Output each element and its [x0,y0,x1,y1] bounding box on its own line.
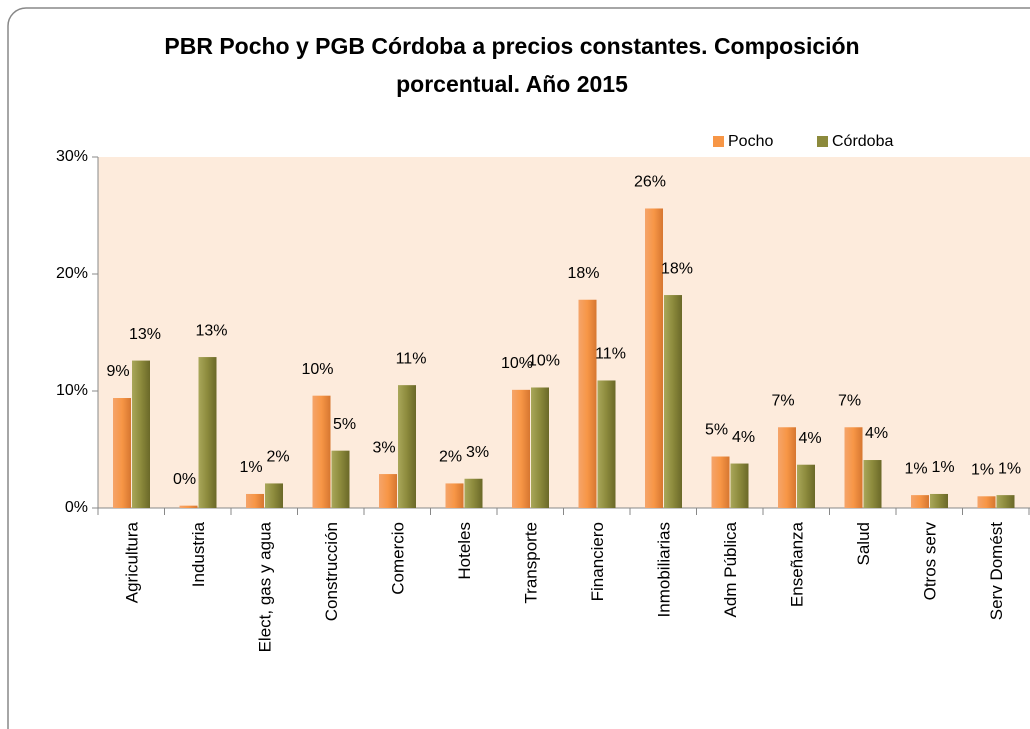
x-tick-label: Enseñanza [788,521,807,607]
x-tick-label: Agricultura [123,521,142,603]
bar [730,463,749,508]
bar [597,380,616,508]
bar [331,450,350,508]
x-tick-label: Hoteles [455,522,474,580]
x-tick-label: Construcción [322,522,341,621]
bar [464,478,483,508]
x-tick-label: Serv Domést [987,522,1006,621]
value-label: 10% [528,353,560,370]
value-label: 26% [634,174,666,191]
value-label: 4% [732,429,755,446]
value-label: 11% [396,350,427,367]
bar [198,357,217,508]
x-tick-label: Adm Pública [721,521,740,617]
value-label: 18% [661,260,693,277]
value-label: 0% [173,471,196,488]
value-label: 1% [998,460,1021,477]
value-label: 9% [106,363,129,380]
legend-swatch [713,136,724,147]
x-tick-label: Inmobiliarias [655,522,674,617]
x-tick-label: Industria [189,521,208,587]
legend-label: Pocho [728,133,773,150]
x-tick-label: Salud [854,522,873,565]
chart-title: PBR Pocho y PGB Córdoba a precios consta… [164,33,859,59]
y-tick-label: 20% [56,265,88,282]
value-label: 13% [129,326,161,343]
bar [911,495,929,508]
value-label: 11% [595,346,626,363]
y-tick-label: 30% [56,148,88,165]
bar [265,483,283,508]
value-label: 13% [195,322,227,339]
bar [977,496,996,508]
bar [996,495,1015,508]
legend-label: Córdoba [832,133,893,150]
bar [778,427,796,508]
bar [863,460,882,508]
bar [132,360,150,508]
chart-title: porcentual. Año 2015 [396,71,628,97]
legend-swatch [817,136,828,147]
bar [531,387,549,508]
bar [664,295,682,508]
value-label: 5% [333,416,356,433]
value-label: 3% [466,444,489,461]
bar [930,493,948,508]
x-tick-label: Otros serv [921,522,940,601]
y-tick-label: 10% [56,382,88,399]
bar [113,398,131,508]
bar [379,474,397,508]
x-tick-label: Financiero [588,522,607,601]
x-tick-label: Transporte [522,522,541,604]
value-label: 18% [567,265,599,282]
value-label: 1% [971,462,994,479]
bar [711,456,730,508]
value-label: 7% [771,392,794,409]
value-label: 2% [439,449,462,466]
bar [398,385,416,508]
bar [512,389,530,508]
plot-area [98,157,1030,508]
value-label: 1% [904,460,927,477]
value-label: 10% [501,355,533,372]
value-label: 3% [372,439,395,456]
bar [246,493,264,508]
bar [645,208,663,509]
value-label: 7% [838,392,861,409]
value-label: 1% [239,459,262,476]
value-label: 10% [301,361,333,378]
x-tick-label: Comercio [389,522,408,595]
bar [312,395,331,508]
value-label: 2% [266,449,289,466]
bar [179,505,198,508]
y-tick-label: 0% [65,499,88,516]
value-label: 1% [931,459,954,476]
value-label: 4% [798,430,821,447]
value-label: 4% [865,425,888,442]
x-tick-label: Elect, gas y agua [256,521,275,652]
value-label: 5% [705,422,728,439]
bar [797,464,815,508]
bar [578,299,597,508]
bar [844,427,863,508]
bar [445,483,464,508]
